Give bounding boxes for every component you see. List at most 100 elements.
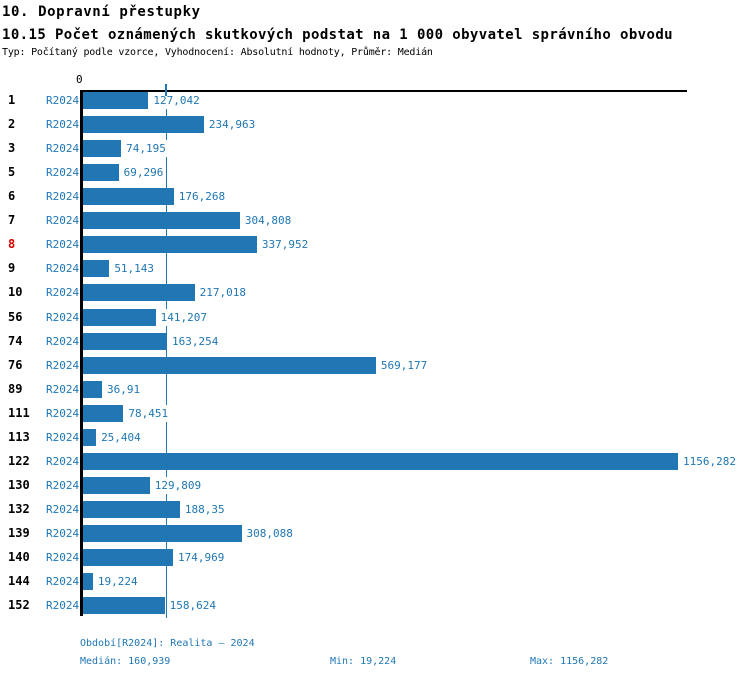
category-label: 5 — [8, 165, 16, 180]
indicator-title: 10.15 Počet oznámených skutkových podsta… — [2, 27, 673, 43]
bar — [83, 308, 156, 326]
series-label: R2024 — [46, 166, 80, 180]
chart-row: 113 R2024 25,404 — [0, 428, 750, 446]
category-label: 6 — [8, 189, 16, 204]
series-label: R2024 — [46, 430, 80, 444]
series-label: R2024 — [46, 262, 80, 276]
bar — [83, 597, 165, 615]
chart-row: 89 R2024 36,91 — [0, 380, 750, 398]
chart-row: 2 R2024 234,963 — [0, 116, 750, 134]
category-label: 89 — [8, 381, 23, 396]
chart-row: 5 R2024 69,296 — [0, 164, 750, 182]
category-label: 3 — [8, 141, 16, 156]
category-label: 76 — [8, 357, 23, 372]
chart-row: 9 R2024 51,143 — [0, 260, 750, 278]
chart-row: 111 R2024 78,451 — [0, 404, 750, 422]
chart-row: 74 R2024 163,254 — [0, 332, 750, 350]
value-label: 19,224 — [97, 573, 140, 591]
series-label: R2024 — [46, 142, 80, 156]
chart-row: 132 R2024 188,35 — [0, 501, 750, 519]
y-axis-line — [80, 90, 83, 616]
min-stat-label: Min: 19,224 — [330, 656, 397, 667]
bar — [83, 404, 124, 422]
bar — [83, 212, 240, 230]
series-label: R2024 — [46, 382, 80, 396]
value-label: 25,404 — [101, 428, 143, 446]
series-label: R2024 — [46, 214, 80, 228]
chart-row: 56 R2024 141,207 — [0, 308, 750, 326]
bar — [83, 140, 122, 158]
category-label: 9 — [8, 261, 16, 276]
bar — [83, 573, 93, 591]
category-label: 56 — [8, 309, 23, 324]
bar — [83, 428, 97, 446]
chart-row: 3 R2024 74,195 — [0, 140, 750, 158]
category-label: 130 — [8, 477, 30, 492]
bar — [83, 452, 678, 470]
value-label: 337,952 — [261, 236, 311, 254]
series-label: R2024 — [46, 478, 80, 492]
category-label: 152 — [8, 598, 30, 613]
bar — [83, 356, 376, 374]
value-label: 51,143 — [114, 260, 157, 278]
category-label: 139 — [8, 526, 30, 541]
value-label: 1156,282 — [683, 452, 738, 470]
median-axis-tick — [165, 84, 168, 96]
value-label: 234,963 — [208, 116, 258, 134]
bar — [83, 284, 195, 302]
category-label: 144 — [8, 574, 30, 589]
bar — [83, 525, 242, 543]
category-label: 7 — [8, 213, 16, 228]
chart-row: 152 R2024 158,624 — [0, 597, 750, 615]
max-stat-label: Max: 1156,282 — [530, 656, 609, 667]
chart-row: 1 R2024 127,042 — [0, 92, 750, 109]
category-label: 140 — [8, 550, 30, 565]
chart-row: 7 R2024 304,808 — [0, 212, 750, 230]
category-label: 8 — [8, 237, 16, 252]
chart-row: 8 R2024 337,952 — [0, 236, 750, 254]
chart-row: 76 R2024 569,177 — [0, 356, 750, 374]
value-label: 158,624 — [169, 597, 218, 615]
series-label: R2024 — [46, 358, 80, 372]
chart-row: 10 R2024 217,018 — [0, 284, 750, 302]
category-label: 2 — [8, 117, 16, 132]
bar — [83, 236, 257, 254]
bar — [83, 332, 167, 350]
value-label: 36,91 — [106, 380, 143, 398]
bar — [83, 260, 110, 278]
series-label: R2024 — [46, 527, 80, 541]
period-label: Období[R2024]: Realita – 2024 — [80, 638, 255, 649]
median-stat-label: Medián: 160,939 — [80, 656, 171, 667]
series-label: R2024 — [46, 286, 80, 300]
chart-row: 122 R2024 1156,282 — [0, 452, 750, 470]
series-label: R2024 — [46, 551, 80, 565]
bar — [83, 92, 149, 109]
series-label: R2024 — [46, 190, 80, 204]
report-section-title: 10. Dopravní přestupky — [2, 4, 201, 20]
chart-row: 144 R2024 19,224 — [0, 573, 750, 591]
value-label: 304,808 — [244, 212, 294, 230]
value-label: 217,018 — [199, 284, 249, 302]
bar — [83, 380, 102, 398]
bar — [83, 116, 204, 134]
value-label: 69,296 — [123, 164, 166, 182]
value-label: 176,268 — [178, 188, 228, 206]
series-label: R2024 — [46, 334, 80, 348]
category-label: 122 — [8, 453, 30, 468]
value-label: 141,207 — [160, 308, 210, 326]
value-label: 127,042 — [153, 92, 202, 109]
series-label: R2024 — [46, 575, 80, 589]
series-label: R2024 — [46, 118, 80, 132]
series-label: R2024 — [46, 503, 80, 517]
value-label: 188,35 — [184, 501, 227, 519]
series-label: R2024 — [46, 454, 80, 468]
x-axis-zero-label: 0 — [76, 73, 83, 86]
category-label: 111 — [8, 405, 30, 420]
bar — [83, 501, 180, 519]
category-label: 132 — [8, 502, 30, 517]
chart-row: 6 R2024 176,268 — [0, 188, 750, 206]
value-label: 163,254 — [172, 332, 221, 350]
chart-row: 139 R2024 308,088 — [0, 525, 750, 543]
value-label: 74,195 — [126, 140, 168, 158]
category-label: 74 — [8, 333, 23, 348]
